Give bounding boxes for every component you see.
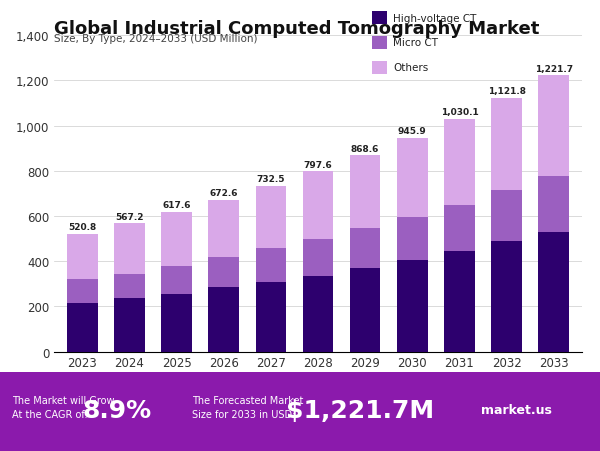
Bar bbox=[538, 76, 569, 177]
Text: market.us: market.us bbox=[481, 404, 551, 416]
Text: 520.8: 520.8 bbox=[68, 223, 97, 232]
Text: 567.2: 567.2 bbox=[115, 212, 143, 221]
Bar bbox=[538, 232, 569, 352]
Text: Size, By Type, 2024–2033 (USD Million): Size, By Type, 2024–2033 (USD Million) bbox=[54, 34, 257, 44]
Text: 797.6: 797.6 bbox=[304, 160, 332, 169]
Bar bbox=[397, 138, 428, 217]
Bar bbox=[491, 241, 522, 352]
Text: 1,121.8: 1,121.8 bbox=[488, 87, 526, 96]
Bar bbox=[444, 252, 475, 352]
Text: 868.6: 868.6 bbox=[351, 144, 379, 153]
Bar bbox=[161, 266, 192, 295]
Bar bbox=[350, 156, 380, 229]
Text: Others: Others bbox=[393, 63, 428, 73]
Text: Micro CT: Micro CT bbox=[393, 38, 438, 48]
Bar bbox=[302, 239, 334, 276]
Bar bbox=[208, 288, 239, 352]
Text: Global Industrial Computed Tomography Market: Global Industrial Computed Tomography Ma… bbox=[54, 20, 539, 38]
Bar bbox=[397, 261, 428, 352]
FancyBboxPatch shape bbox=[0, 372, 600, 451]
Text: 617.6: 617.6 bbox=[163, 201, 191, 210]
Bar bbox=[491, 99, 522, 190]
Bar bbox=[491, 191, 522, 241]
Text: 732.5: 732.5 bbox=[257, 175, 285, 184]
Bar bbox=[538, 177, 569, 232]
Bar bbox=[67, 280, 98, 303]
Bar bbox=[67, 235, 98, 280]
Bar bbox=[350, 268, 380, 352]
Bar bbox=[397, 217, 428, 261]
Text: The Market will Grow
At the CAGR of:: The Market will Grow At the CAGR of: bbox=[12, 396, 115, 419]
Bar bbox=[302, 172, 334, 239]
Text: $1,221.7M: $1,221.7M bbox=[286, 398, 434, 422]
Bar bbox=[350, 229, 380, 268]
Bar bbox=[256, 187, 286, 248]
Text: 1,221.7: 1,221.7 bbox=[535, 64, 573, 74]
Bar bbox=[114, 299, 145, 352]
Bar bbox=[256, 248, 286, 282]
Bar bbox=[67, 303, 98, 352]
Text: High-voltage CT: High-voltage CT bbox=[393, 14, 476, 23]
Text: 1,030.1: 1,030.1 bbox=[440, 108, 478, 117]
Bar bbox=[161, 212, 192, 266]
Bar bbox=[114, 224, 145, 274]
Text: The Forecasted Market
Size for 2033 in USD:: The Forecasted Market Size for 2033 in U… bbox=[192, 396, 304, 419]
Bar bbox=[256, 282, 286, 352]
Bar bbox=[114, 274, 145, 299]
Text: 8.9%: 8.9% bbox=[82, 398, 152, 422]
Bar bbox=[444, 120, 475, 205]
Bar bbox=[208, 257, 239, 288]
Text: 945.9: 945.9 bbox=[398, 127, 427, 136]
Bar bbox=[208, 200, 239, 257]
Bar bbox=[161, 295, 192, 352]
Bar bbox=[444, 205, 475, 252]
Bar bbox=[302, 276, 334, 352]
Text: 672.6: 672.6 bbox=[209, 189, 238, 198]
